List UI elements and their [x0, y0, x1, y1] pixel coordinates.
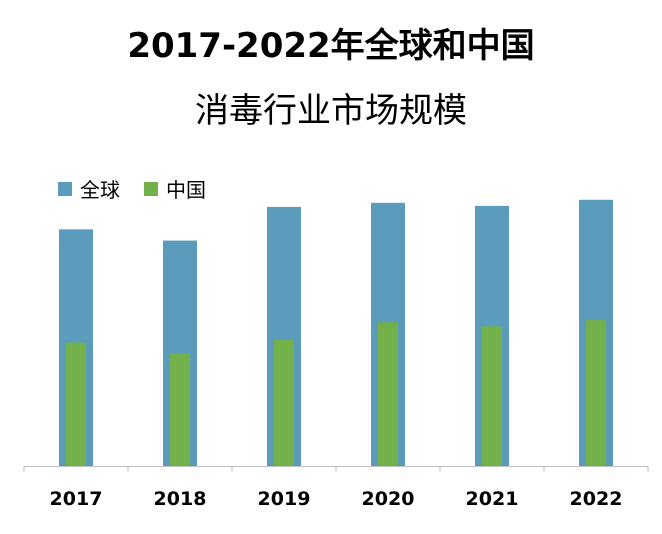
- legend: 全球 中国: [58, 174, 230, 203]
- bar-china-2018: [170, 353, 190, 466]
- legend-label-china: 中国: [166, 178, 206, 202]
- x-tick-label-2022: 2022: [570, 488, 623, 510]
- bar-china-2017: [66, 342, 86, 466]
- bar-china-2021: [482, 326, 502, 466]
- bar-china-2022: [586, 320, 606, 466]
- x-tick-label-2021: 2021: [466, 488, 519, 510]
- x-tick-label-2018: 2018: [154, 488, 207, 510]
- legend-swatch-global: [58, 181, 72, 196]
- x-tick-label-2020: 2020: [362, 488, 415, 510]
- x-axis: 2017 2018 2019 2020 2021 2022: [23, 466, 649, 510]
- x-tick-label-2019: 2019: [258, 488, 311, 510]
- chart-title-line-1: 2017-2022年全球和中国: [127, 26, 535, 66]
- legend-item-global: 全球: [58, 174, 120, 203]
- bar-china-2019: [274, 339, 294, 466]
- bar-china-2020: [378, 322, 398, 466]
- legend-item-china: 中国: [144, 174, 206, 203]
- chart-title-line-2: 消毒行业市场规模: [195, 91, 467, 131]
- bars-group: [59, 199, 613, 467]
- x-tick-label-2017: 2017: [50, 488, 103, 510]
- legend-swatch-china: [144, 181, 158, 196]
- legend-label-global: 全球: [80, 178, 120, 202]
